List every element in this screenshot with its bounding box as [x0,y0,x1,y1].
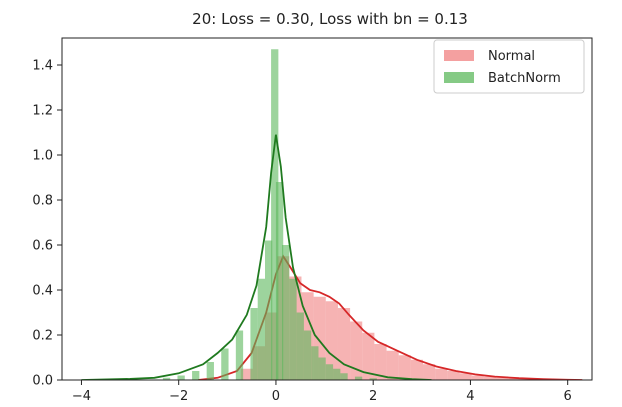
hist-bar-normal-20 [483,376,496,380]
legend-swatch-normal [444,50,474,61]
x-tick-label: 2 [369,389,377,404]
plot-area [81,49,583,380]
legend-label-batchnorm: BatchNorm [488,71,561,86]
hist-bar-batchnorm-21 [369,378,377,380]
hist-bar-normal-22 [508,378,521,380]
y-tick-label: 0.6 [32,239,53,254]
hist-bar-batchnorm-19 [340,373,348,380]
y-tick-label: 0.8 [32,194,53,209]
y-tick-label: 1.0 [32,149,53,164]
x-tick-label: 6 [564,389,572,404]
hist-bar-batchnorm-11 [282,245,290,380]
axes: −4 −2 0 2 4 6 0.0 0.2 0.4 0.6 0.8 1.0 1.2 1.4 [32,37,593,404]
kde-line-batchnorm [81,134,432,380]
hist-bar-batchnorm-0 [162,377,171,380]
hist-bar-normal-7 [325,301,338,380]
x-tick-label: 4 [466,389,474,404]
hist-bar-batchnorm-14 [303,330,312,380]
plot-frame [61,37,593,381]
hist-bar-batchnorm-20 [354,376,363,380]
hist-bar-normal-19 [471,375,484,380]
hist-bar-batchnorm-18 [333,368,341,380]
y-tick-label: 0.0 [32,374,53,389]
hist-bar-batchnorm-6 [250,308,258,380]
hist-bar-batchnorm-17 [325,364,334,380]
hist-bar-batchnorm-12 [289,278,297,380]
hist-bar-batchnorm-16 [318,357,326,380]
hist-bar-normal-21 [495,377,509,380]
hist-bar-batchnorm-3 [206,362,214,380]
legend-swatch-batchnorm [444,72,474,83]
hist-bar-batchnorm-8 [265,240,273,380]
legend: Normal BatchNorm [433,39,585,94]
hist-bar-normal-13 [398,355,411,380]
hist-bar-batchnorm-1 [177,375,185,380]
hist-bar-normal-12 [386,350,399,380]
hist-bar-normal-0 [240,368,253,380]
hist-bar-batchnorm-4 [221,348,229,380]
hist-bar-normal-16 [435,368,448,380]
y-tick-label: 1.2 [32,104,53,119]
hist-bar-normal-11 [374,344,387,380]
chart-title: 20: Loss = 0.30, Loss with bn = 0.13 [192,10,468,28]
hist-bar-batchnorm-7 [257,278,266,380]
x-tick-label: −2 [169,389,188,404]
x-tick-label: 0 [272,389,280,404]
hist-bar-normal-18 [459,373,472,380]
hist-bar-normal-9 [350,321,363,380]
hist-bar-batchnorm-9 [271,49,279,380]
y-tick-label: 0.2 [32,329,53,344]
hist-bar-normal-14 [410,359,424,380]
hist-bar-batchnorm-5 [235,330,244,380]
hist-bar-batchnorm-2 [192,371,200,380]
y-tick-label: 1.4 [32,59,53,74]
hist-bar-batchnorm-10 [275,182,284,380]
legend-label-normal: Normal [488,49,535,64]
hist-bar-normal-17 [447,371,460,380]
hist-bar-batchnorm-15 [311,346,319,380]
hist-bar-batchnorm-13 [296,312,304,380]
hist-bar-normal-10 [362,332,375,380]
hist-bar-normal-23 [520,378,533,380]
hist-bar-normal-15 [423,364,436,380]
y-tick-label: 0.4 [32,284,53,299]
x-tick-label: −4 [72,389,91,404]
